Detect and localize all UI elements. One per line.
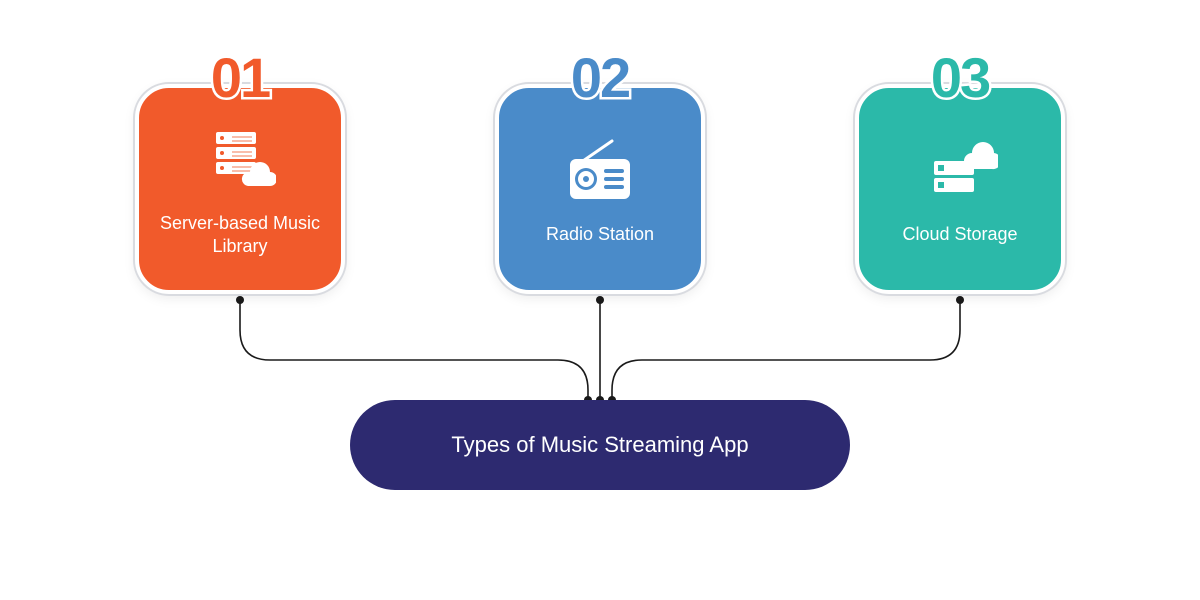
diagram-container: 01 — [0, 0, 1200, 600]
radio-icon — [562, 131, 638, 211]
card-label-1: Server-based Music Library — [139, 212, 341, 259]
card-1: Server-based Music Library — [135, 84, 345, 294]
hub-label: Types of Music Streaming App — [451, 432, 748, 458]
cloud-storage-icon — [922, 131, 998, 211]
card-2: Radio Station — [495, 84, 705, 294]
card-number-3: 03 — [931, 50, 989, 106]
card-wrap-1: 01 — [135, 50, 345, 294]
hub-pill: Types of Music Streaming App — [350, 400, 850, 490]
card-wrap-3: 03 Cloud Storage — [855, 50, 1065, 294]
card-3: Cloud Storage — [855, 84, 1065, 294]
card-label-2: Radio Station — [530, 223, 670, 246]
card-wrap-2: 02 Radio Station — [495, 50, 705, 294]
card-label-3: Cloud Storage — [886, 223, 1033, 246]
card-number-1: 01 — [211, 50, 269, 106]
card-number-2: 02 — [571, 50, 629, 106]
cards-row: 01 — [0, 0, 1200, 294]
server-cloud-icon — [204, 120, 276, 200]
